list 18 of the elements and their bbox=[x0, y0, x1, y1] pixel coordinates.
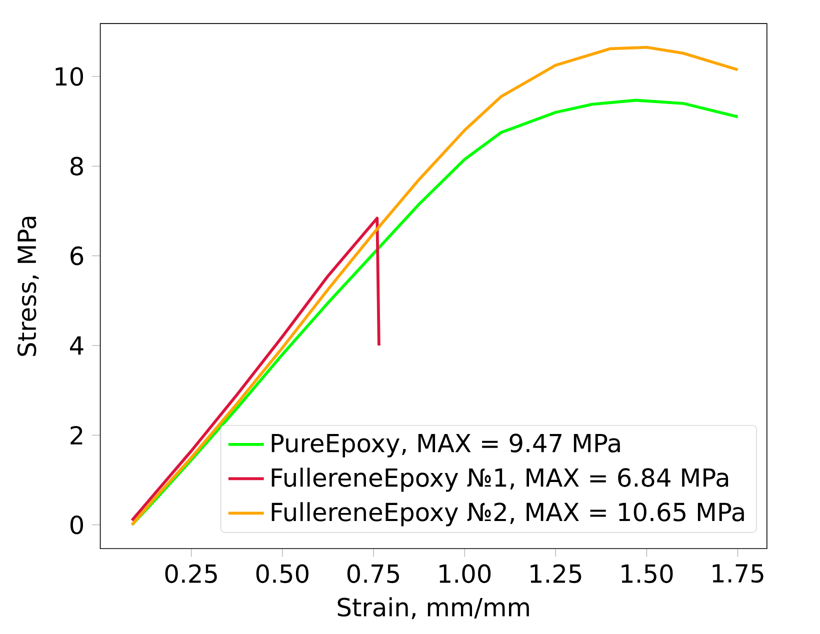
y-axis-title: Stress, MPa bbox=[17, 216, 39, 356]
x-tick-label: 1.00 bbox=[440, 564, 491, 583]
y-tick-label: 2 bbox=[70, 426, 82, 444]
x-tick-label: 0.75 bbox=[347, 564, 400, 583]
x-tick-label: 0.50 bbox=[256, 564, 308, 583]
y-tick-label: 6 bbox=[70, 246, 84, 266]
y-tick-label: 0 bbox=[70, 515, 84, 534]
x-tick-label: 1.75 bbox=[712, 564, 764, 583]
x-tick-label: 1.50 bbox=[622, 564, 673, 583]
x-tick-label: 1.25 bbox=[530, 564, 582, 583]
y-tick-label: 10 bbox=[56, 67, 84, 86]
legend-label: PureEpoxy, MAX = 9.47 MPa bbox=[272, 434, 620, 458]
y-tick-label: 8 bbox=[70, 156, 83, 176]
y-tick-label: 4 bbox=[70, 336, 84, 354]
legend-label: FullereneEpoxy №1, MAX = 6.84 MPa bbox=[272, 468, 728, 492]
x-tick-label: 0.25 bbox=[165, 564, 217, 583]
x-axis-title: Strain, mm/mm bbox=[338, 597, 529, 620]
legend-label: FullereneEpoxy №2, MAX = 10.65 MPa bbox=[272, 502, 744, 526]
